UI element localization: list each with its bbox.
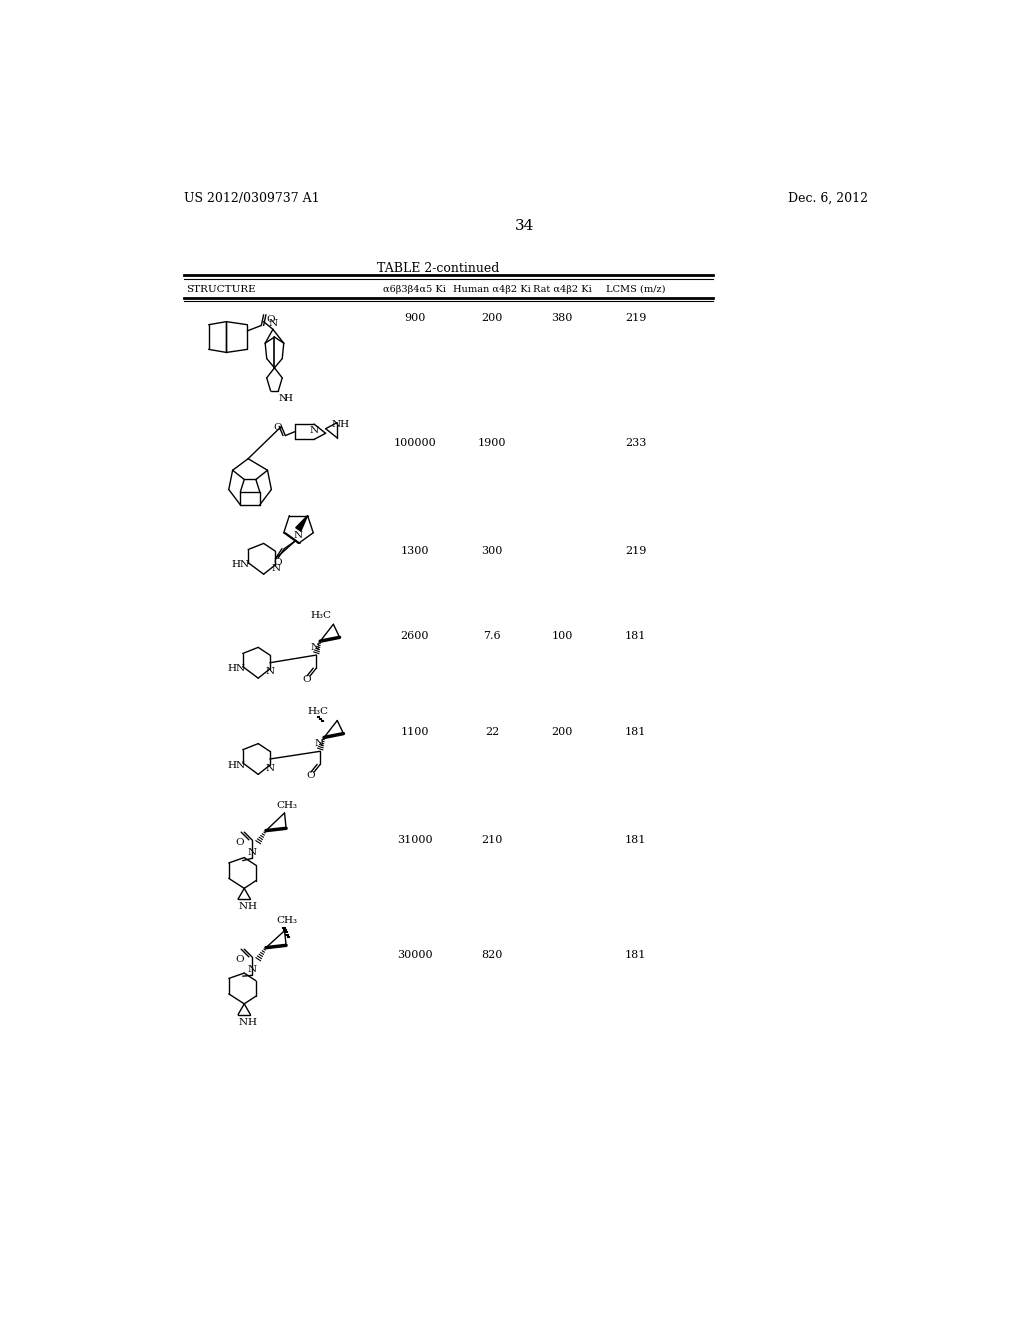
- Text: STRUCTURE: STRUCTURE: [186, 285, 256, 294]
- Text: 31000: 31000: [397, 834, 432, 845]
- Text: H: H: [283, 395, 292, 403]
- Text: 1300: 1300: [400, 546, 429, 556]
- Text: 219: 219: [625, 313, 646, 323]
- Text: H: H: [248, 903, 256, 911]
- Text: 900: 900: [404, 313, 425, 323]
- Text: 1100: 1100: [400, 727, 429, 737]
- Text: 219: 219: [625, 546, 646, 556]
- Text: O: O: [273, 424, 282, 433]
- Text: N: N: [268, 318, 278, 327]
- Text: N: N: [309, 426, 318, 436]
- Text: 181: 181: [625, 631, 646, 640]
- Text: HN: HN: [227, 664, 246, 673]
- Text: TABLE 2-continued: TABLE 2-continued: [377, 261, 499, 275]
- Text: N: N: [248, 965, 257, 974]
- Text: 181: 181: [625, 950, 646, 961]
- Text: N: N: [311, 643, 321, 652]
- Text: US 2012/0309737 A1: US 2012/0309737 A1: [183, 191, 319, 205]
- Text: 30000: 30000: [397, 950, 432, 961]
- Text: O: O: [236, 838, 245, 846]
- Text: HN: HN: [231, 561, 249, 569]
- Text: N: N: [314, 739, 324, 748]
- Text: 210: 210: [481, 834, 503, 845]
- Text: LCMS (m/z): LCMS (m/z): [606, 285, 666, 294]
- Text: 181: 181: [625, 834, 646, 845]
- Text: 200: 200: [481, 313, 503, 323]
- Text: N: N: [271, 564, 281, 573]
- Text: H₃C: H₃C: [310, 611, 331, 619]
- Text: N: N: [266, 764, 275, 772]
- Text: N: N: [239, 903, 247, 911]
- Text: CH₃: CH₃: [276, 801, 298, 809]
- Text: 300: 300: [481, 546, 503, 556]
- Text: N: N: [294, 531, 303, 540]
- Text: 2600: 2600: [400, 631, 429, 640]
- Text: O: O: [266, 315, 274, 323]
- Text: 34: 34: [515, 219, 535, 234]
- Text: 7.6: 7.6: [483, 631, 501, 640]
- Text: 820: 820: [481, 950, 503, 961]
- Text: O: O: [303, 676, 311, 684]
- Text: H: H: [248, 1018, 256, 1027]
- Text: NH: NH: [331, 420, 349, 429]
- Text: 100000: 100000: [393, 438, 436, 449]
- Text: O: O: [273, 558, 283, 568]
- Text: O: O: [306, 771, 315, 780]
- Text: 200: 200: [551, 727, 572, 737]
- Text: 233: 233: [625, 438, 646, 449]
- Text: 181: 181: [625, 727, 646, 737]
- Text: α6β3β4α5 Ki: α6β3β4α5 Ki: [383, 285, 446, 294]
- Text: HN: HN: [227, 760, 246, 770]
- Text: N: N: [239, 1018, 247, 1027]
- Text: N: N: [248, 847, 257, 857]
- Text: O: O: [236, 954, 245, 964]
- Text: N: N: [279, 395, 288, 403]
- Polygon shape: [296, 516, 307, 531]
- Text: N: N: [266, 668, 275, 676]
- Text: CH₃: CH₃: [276, 916, 298, 925]
- Text: Dec. 6, 2012: Dec. 6, 2012: [788, 191, 868, 205]
- Text: H₃C: H₃C: [308, 706, 329, 715]
- Text: Human α4β2 Ki: Human α4β2 Ki: [454, 285, 531, 294]
- Text: 22: 22: [485, 727, 500, 737]
- Text: 100: 100: [551, 631, 572, 640]
- Text: Rat α4β2 Ki: Rat α4β2 Ki: [532, 285, 592, 294]
- Text: 380: 380: [551, 313, 572, 323]
- Text: 1900: 1900: [478, 438, 507, 449]
